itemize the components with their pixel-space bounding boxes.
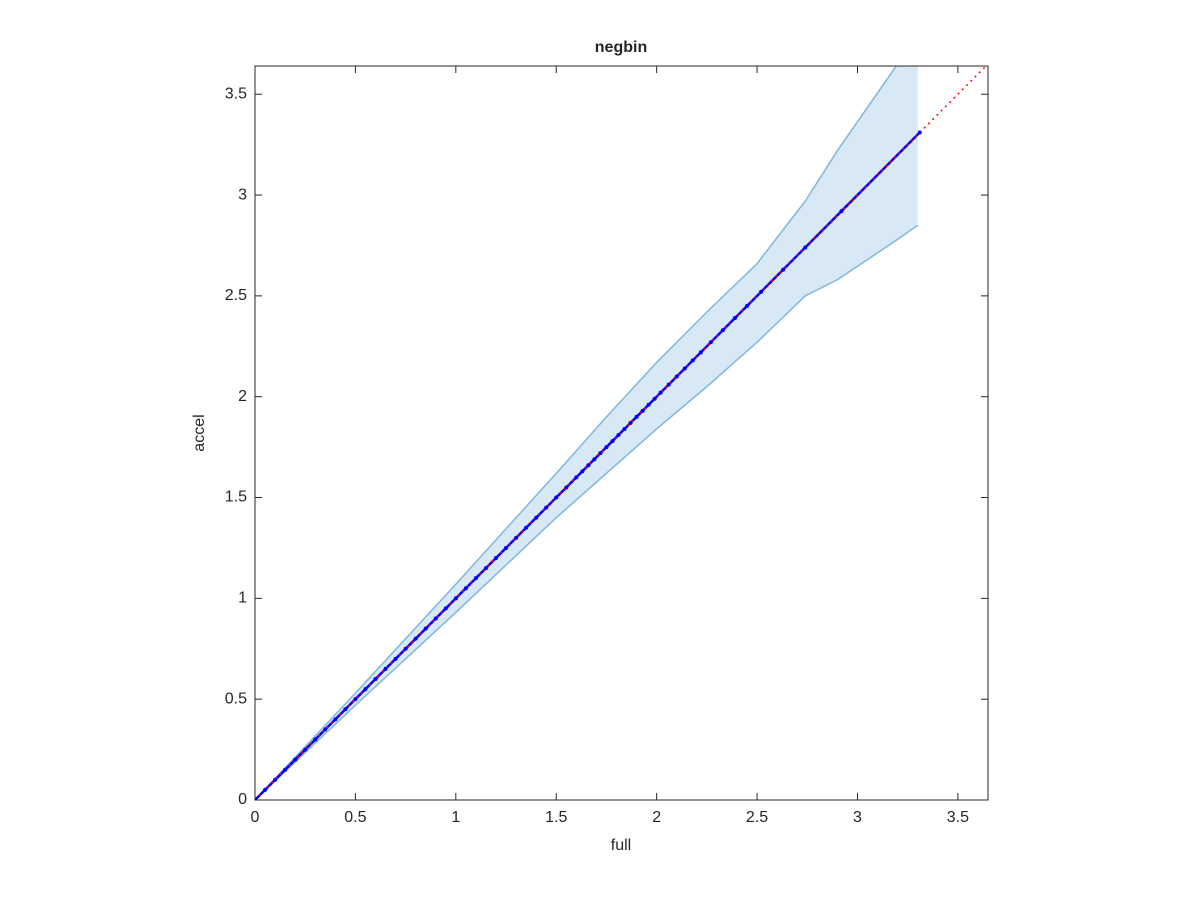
y-axis-label: accel bbox=[191, 414, 208, 451]
point bbox=[616, 433, 621, 438]
point bbox=[333, 717, 338, 722]
chart-title: negbin bbox=[595, 39, 647, 56]
point bbox=[658, 390, 663, 395]
point bbox=[682, 366, 687, 371]
point bbox=[363, 687, 368, 692]
point bbox=[383, 666, 388, 671]
point bbox=[592, 457, 597, 462]
point bbox=[504, 545, 509, 550]
point bbox=[514, 535, 519, 540]
point bbox=[544, 505, 549, 510]
point bbox=[917, 130, 922, 135]
x-tick-label: 2.5 bbox=[746, 809, 768, 826]
point bbox=[646, 402, 651, 407]
point bbox=[720, 328, 725, 333]
point bbox=[313, 737, 318, 742]
y-tick-label: 2.5 bbox=[225, 287, 247, 304]
x-tick-label: 0 bbox=[251, 809, 260, 826]
point bbox=[393, 656, 398, 661]
point bbox=[343, 707, 348, 712]
point bbox=[453, 596, 458, 601]
point bbox=[303, 747, 308, 752]
point bbox=[622, 426, 627, 431]
y-tick-label: 3 bbox=[238, 186, 247, 203]
point bbox=[283, 767, 288, 772]
point bbox=[839, 209, 844, 214]
point bbox=[574, 475, 579, 480]
x-tick-label: 0.5 bbox=[344, 809, 366, 826]
y-tick-label: 1 bbox=[238, 590, 247, 607]
x-tick-label: 3.5 bbox=[947, 809, 969, 826]
point bbox=[634, 414, 639, 419]
point bbox=[580, 469, 585, 474]
point bbox=[413, 636, 418, 641]
point bbox=[732, 316, 737, 321]
point bbox=[759, 289, 764, 294]
point bbox=[463, 586, 468, 591]
point bbox=[493, 556, 498, 561]
point bbox=[524, 525, 529, 530]
point bbox=[473, 576, 478, 581]
point bbox=[598, 451, 603, 456]
y-tick-label: 2 bbox=[238, 388, 247, 405]
point bbox=[803, 245, 808, 250]
point bbox=[403, 646, 408, 651]
point bbox=[586, 463, 591, 468]
point bbox=[273, 777, 278, 782]
point bbox=[690, 358, 695, 363]
point bbox=[674, 374, 679, 379]
point bbox=[353, 697, 358, 702]
y-tick-label: 0.5 bbox=[225, 690, 247, 707]
point bbox=[628, 420, 633, 425]
reference-line bbox=[255, 66, 988, 800]
point bbox=[610, 439, 615, 444]
point bbox=[666, 382, 671, 387]
point bbox=[263, 787, 268, 792]
y-tick-label: 0 bbox=[238, 791, 247, 808]
point bbox=[604, 445, 609, 450]
point bbox=[433, 616, 438, 621]
confidence-band bbox=[255, 66, 918, 800]
point bbox=[554, 495, 559, 500]
band-upper-edge bbox=[255, 66, 898, 800]
x-tick-label: 1 bbox=[451, 809, 460, 826]
x-axis-label: full bbox=[611, 837, 631, 854]
band-lower-edge bbox=[255, 224, 919, 800]
point bbox=[293, 757, 298, 762]
point bbox=[564, 485, 569, 490]
point bbox=[652, 396, 657, 401]
point bbox=[323, 727, 328, 732]
point bbox=[640, 408, 645, 413]
x-tick-label: 2 bbox=[652, 809, 661, 826]
axes-box bbox=[254, 65, 989, 801]
point bbox=[698, 350, 703, 355]
y-tick-label: 1.5 bbox=[225, 489, 247, 506]
point bbox=[745, 303, 750, 308]
plot-area bbox=[255, 66, 988, 800]
x-tick-label: 3 bbox=[853, 809, 862, 826]
point bbox=[483, 566, 488, 571]
x-tick-label: 1.5 bbox=[545, 809, 567, 826]
point bbox=[423, 626, 428, 631]
point bbox=[373, 677, 378, 682]
point bbox=[534, 515, 539, 520]
point bbox=[781, 267, 786, 272]
point bbox=[708, 340, 713, 345]
y-tick-label: 3.5 bbox=[225, 85, 247, 102]
point bbox=[443, 606, 448, 611]
